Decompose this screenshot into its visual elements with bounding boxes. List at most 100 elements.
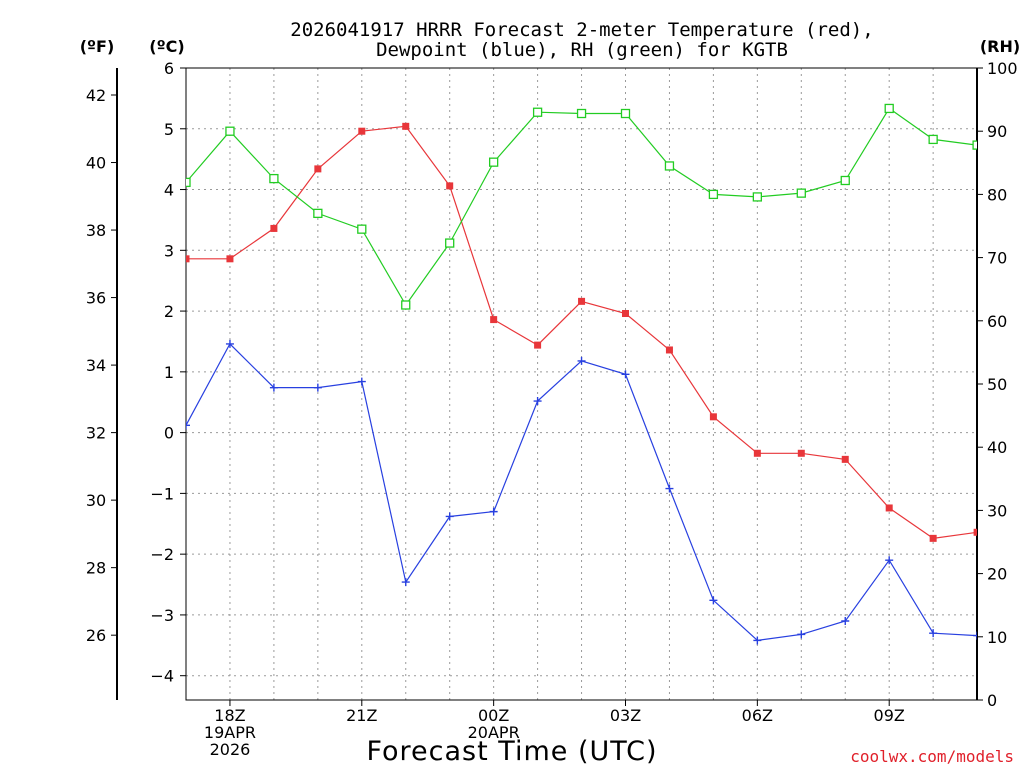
rh-point [532, 107, 543, 117]
rh-point [186, 177, 191, 188]
temperature-point [358, 127, 366, 135]
dewpoint-point [709, 596, 718, 605]
plot-frame [185, 67, 978, 701]
grid-layer [186, 67, 977, 700]
rh-tick-label: 70 [987, 249, 1007, 268]
fahrenheit-tick-label: 32 [86, 424, 106, 443]
temperature-point [665, 346, 673, 354]
dewpoint-point [797, 630, 806, 639]
celsius-tick-label: −3 [150, 606, 174, 625]
rh-tick-label: 90 [987, 122, 1007, 141]
temperature-point [490, 316, 498, 324]
rh-tick-label: 60 [987, 312, 1007, 331]
rh-point [972, 140, 977, 150]
rh-point [752, 192, 762, 202]
rh-point [225, 126, 235, 136]
x-tick-label: 21Z [346, 706, 377, 725]
celsius-tick-label: 0 [164, 424, 174, 443]
rh-tick-label: 20 [987, 565, 1007, 584]
dewpoint-point [621, 370, 630, 379]
temperature-point [709, 413, 717, 421]
rh-tick-label: 0 [987, 691, 997, 710]
temperature-point [885, 504, 893, 512]
x-tick-label: 20APR [468, 723, 520, 742]
dewpoint-point [753, 636, 762, 645]
temperature-point [226, 255, 234, 263]
temperature-point [753, 449, 761, 457]
x-axis-title: Forecast Time (UTC) [366, 736, 657, 767]
dewpoint-point [269, 383, 278, 392]
left-axis-unit-c: (ºC) [149, 37, 184, 56]
temperature-point [446, 182, 454, 190]
temperature-point [797, 449, 805, 457]
axis-layer: 6543210−1−2−3−44240383634323028261009080… [86, 59, 1018, 759]
x-tick-label: 2026 [210, 740, 251, 759]
rh-point [401, 300, 411, 310]
dewpoint-point [533, 397, 542, 406]
dewpoint-point [186, 421, 190, 430]
rh-tick-label: 30 [987, 501, 1007, 520]
dewpoint-point [225, 339, 234, 348]
fahrenheit-tick-label: 26 [86, 626, 106, 645]
temperature-point [534, 341, 542, 349]
rh-point [664, 161, 675, 171]
dewpoint-point [489, 507, 498, 516]
temperature-point [270, 224, 278, 232]
dewpoint-point [357, 377, 366, 386]
dewpoint-point [973, 631, 977, 640]
rh-point [357, 224, 367, 234]
rh-point [576, 108, 587, 119]
temperature-point [578, 297, 586, 305]
x-tick-label: 09Z [874, 706, 905, 725]
right-axis-unit-rh: (RH) [980, 37, 1020, 56]
rh-tick-label: 40 [987, 438, 1007, 457]
temperature-point [314, 165, 322, 173]
x-tick-label: 06Z [742, 706, 773, 725]
fahrenheit-tick-label: 42 [86, 86, 106, 105]
rh-point [620, 108, 631, 119]
temperature-point [402, 122, 410, 130]
temperature-point [929, 534, 937, 542]
chart-title-line2: Dewpoint (blue), RH (green) for KGTB [376, 39, 788, 61]
celsius-tick-label: 4 [164, 181, 174, 200]
x-tick-label: 18Z [214, 706, 245, 725]
fahrenheit-tick-label: 36 [86, 289, 106, 308]
rh-tick-label: 80 [987, 185, 1007, 204]
celsius-tick-label: 2 [164, 302, 174, 321]
credit-text: coolwx.com/models [850, 747, 1014, 766]
rh-point [269, 173, 279, 184]
fahrenheit-tick-label: 40 [86, 154, 106, 173]
rh-point [708, 189, 719, 200]
temperature-point [622, 310, 629, 318]
fahrenheit-tick-label: 34 [86, 356, 106, 375]
rh-point [488, 157, 499, 167]
rh-tick-label: 10 [987, 628, 1007, 647]
celsius-tick-label: −2 [150, 545, 174, 564]
dewpoint-point [841, 617, 850, 625]
celsius-tick-label: 3 [164, 241, 174, 260]
dewpoint-point [401, 578, 410, 587]
x-tick-label: 19APR [204, 723, 256, 742]
dewpoint-point [445, 512, 454, 521]
rh-point [796, 188, 806, 198]
fahrenheit-tick-label: 28 [86, 559, 106, 578]
celsius-tick-label: 5 [164, 120, 174, 139]
dewpoint-point [577, 356, 586, 365]
temperature-point [186, 255, 190, 263]
fahrenheit-tick-label: 38 [86, 221, 106, 240]
series-layer [186, 103, 977, 645]
celsius-tick-label: 6 [164, 59, 174, 78]
dewpoint-point [313, 383, 322, 392]
celsius-tick-label: −1 [150, 484, 174, 503]
celsius-tick-label: 1 [164, 363, 174, 382]
rh-point [445, 238, 455, 248]
x-tick-label: 03Z [610, 706, 641, 725]
dewpoint-line [186, 342, 977, 642]
rh-tick-label: 50 [987, 375, 1007, 394]
rh-point [840, 175, 850, 186]
dewpoint-point [929, 629, 938, 638]
dewpoint-point [885, 556, 894, 565]
celsius-tick-label: −4 [150, 667, 174, 686]
temperature-point [973, 528, 977, 536]
